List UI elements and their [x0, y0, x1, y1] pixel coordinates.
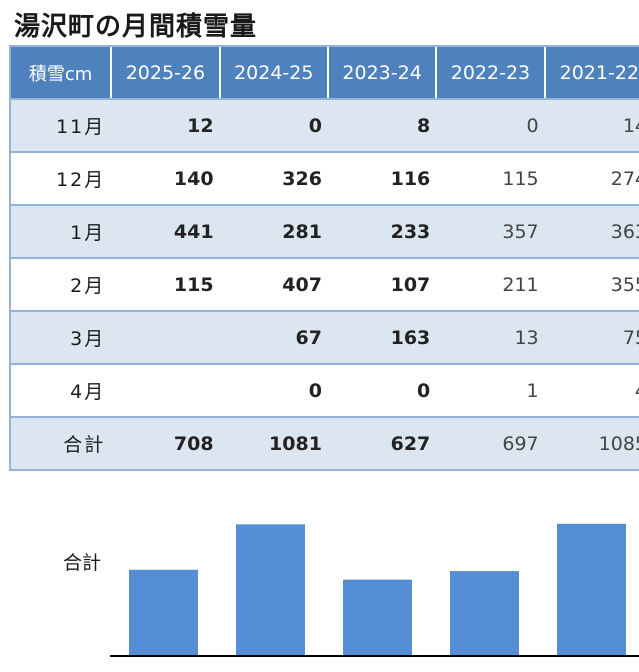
value-cell: 163 [327, 311, 437, 365]
value-cell [111, 364, 220, 418]
month-label: 12月 [8, 152, 112, 206]
table-row: 1月 441 281 233 357 363 [8, 205, 639, 259]
table-row: 3月 67 163 13 75 [8, 311, 639, 365]
value-cell: 14 [544, 99, 639, 153]
value-cell: 67 [219, 311, 328, 365]
value-cell: 407 [219, 258, 328, 312]
table-header-row: 積雪cm 2025-26 2024-25 2023-24 2022-23 202… [8, 45, 639, 100]
value-cell: 1 [436, 364, 545, 418]
table-row: 2月 115 407 107 211 355 [8, 258, 639, 312]
value-cell: 233 [327, 205, 437, 259]
value-cell: 355 [544, 258, 639, 312]
value-cell: 140 [111, 152, 220, 206]
table-row: 11月 12 0 8 0 14 [8, 99, 639, 153]
season-header: 2022-23 [435, 45, 545, 100]
season-header: 2023-24 [326, 45, 437, 100]
value-cell: 12 [111, 99, 220, 153]
bar-2021-22 [557, 523, 626, 656]
value-cell: 357 [436, 205, 545, 259]
total-value-cell: 1081 [219, 417, 328, 471]
page-title: 湯沢町の月間積雪量 [14, 12, 258, 42]
chart-series-label: 合計 [63, 552, 101, 574]
header-label-cell: 積雪cm [8, 45, 112, 100]
table-row: 12月 140 326 116 115 274 [8, 152, 639, 206]
season-header: 2025-26 [110, 45, 220, 100]
value-cell: 0 [219, 364, 328, 418]
value-cell: 281 [219, 205, 328, 259]
bar-2024-25 [236, 524, 305, 656]
total-value-cell: 697 [436, 417, 545, 471]
table-row: 4月 0 0 1 4 [8, 364, 639, 418]
value-cell: 115 [111, 258, 220, 312]
total-bar-chart: 合計 [0, 490, 639, 672]
month-label: 11月 [8, 99, 112, 153]
value-cell: 0 [219, 99, 328, 153]
season-header: 2024-25 [218, 45, 328, 100]
total-value-cell: 627 [327, 417, 437, 471]
chart-svg: 合計 [63, 523, 639, 657]
value-cell: 0 [327, 364, 437, 418]
value-cell [111, 311, 220, 365]
total-value-cell: 708 [111, 417, 220, 471]
value-cell: 107 [327, 258, 437, 312]
bar-2023-24 [343, 579, 412, 656]
season-header: 2021-22 [543, 45, 639, 100]
value-cell: 326 [219, 152, 328, 206]
value-cell: 274 [544, 152, 639, 206]
value-cell: 211 [436, 258, 545, 312]
value-cell: 8 [327, 99, 437, 153]
month-label: 3月 [8, 311, 112, 365]
total-row: 合計 708 1081 627 697 1085 [8, 417, 639, 471]
value-cell: 13 [436, 311, 545, 365]
value-cell: 363 [544, 205, 639, 259]
total-value-cell: 1085 [544, 417, 639, 471]
value-cell: 441 [111, 205, 220, 259]
month-label: 4月 [8, 364, 112, 418]
bars-group [129, 523, 626, 656]
bar-2025-26 [129, 569, 198, 656]
value-cell: 75 [544, 311, 639, 365]
value-cell: 0 [436, 99, 545, 153]
value-cell: 115 [436, 152, 545, 206]
snowfall-table: 積雪cm 2025-26 2024-25 2023-24 2022-23 202… [8, 45, 639, 471]
value-cell: 4 [544, 364, 639, 418]
month-label: 1月 [8, 205, 112, 259]
value-cell: 116 [327, 152, 437, 206]
bar-2022-23 [450, 571, 519, 656]
total-label: 合計 [8, 417, 112, 471]
month-label: 2月 [8, 258, 112, 312]
